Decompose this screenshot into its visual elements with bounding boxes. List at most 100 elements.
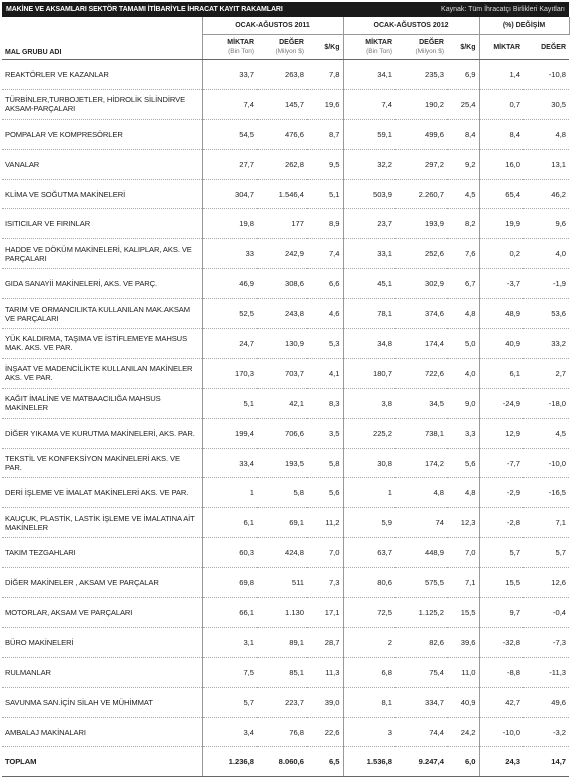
cell: 8,9 [307,208,344,240]
cell: 17,1 [307,597,344,628]
column-header-row: MİKTAR (Bin Ton) DEĞER (Milyon $) $/Kg MİKTAR… [2,34,570,60]
cell: 9,5 [307,149,344,180]
cell: 4,8 [447,477,480,509]
column-header: MİKTAR (Bin Ton) [201,34,257,60]
column-header: DEĞER [523,34,570,60]
cell: 75,4 [395,657,447,688]
cell: 54,5 [201,119,257,150]
cell: 448,9 [395,537,447,569]
cell: 9,0 [447,388,480,419]
cell: 33,1 [342,238,395,270]
column-label: DEĞER [541,43,567,51]
cell: 72,5 [342,597,395,628]
cell: 45,1 [342,268,395,300]
cell: 42,1 [257,388,307,419]
cell: 6,9 [447,59,480,90]
table-row: GIDA SANAYİİ MAKİNELERİ, AKS. VE PARÇ. 46… [2,268,570,300]
cell: 23,7 [342,208,395,240]
row-label: GIDA SANAYİİ MAKİNELERİ, AKS. VE PARÇ. [2,268,202,300]
cell: 1.130 [257,597,307,628]
total-cell: 14,7 [523,746,570,777]
row-label: SAVUNMA SAN.İÇİN SİLAH VE MÜHİMMAT [2,687,202,718]
cell: 7,4 [342,89,395,120]
row-label: KAĞIT İMALİNE VE MATBAACILIĞA MAHSUS MAK… [2,388,202,419]
cell: 13,1 [523,149,570,180]
cell: 4,8 [447,298,480,330]
row-label: AMBALAJ MAKİNALARI [2,717,202,748]
cell: 3 [342,717,395,748]
column-header: DEĞER (Milyon $) [395,34,447,60]
cell: 503,9 [342,179,395,210]
cell: 190,2 [395,89,447,120]
cell: -16,5 [523,477,570,509]
cell: 48,9 [479,298,524,330]
cell: 7,3 [307,567,344,599]
cell: 0,7 [479,89,524,120]
column-header: MİKTAR [479,34,524,60]
cell: 69,1 [257,507,307,539]
cell: 22,6 [307,717,344,748]
cell: 145,7 [257,89,307,120]
cell: 177 [257,208,307,240]
cell: 69,8 [201,567,257,599]
cell: 3,8 [342,388,395,419]
cell: 8,2 [447,208,480,240]
column-unit: (Bin Ton) [228,48,254,55]
cell: -32,8 [479,627,524,658]
cell: 49,6 [523,687,570,718]
total-cell: 6,5 [307,746,344,777]
cell: 39,6 [447,627,480,658]
cell: 738,1 [395,418,447,449]
row-label: HADDE VE DÖKÜM MAKİNELERİ, KALIPLAR, AKS… [2,238,202,270]
cell: 7,8 [307,59,344,90]
cell: 59,1 [342,119,395,150]
cell: 180,7 [342,358,395,389]
table-row: TÜRBİNLER,TURBOJETLER, HİDROLİK SİLİNDİR… [2,89,570,120]
cell: 7,0 [307,537,344,569]
cell: 39,0 [307,687,344,718]
cell: 7,1 [523,507,570,539]
cell: 3,4 [201,717,257,748]
table-row: BÜRO MAKİNELERİ 3,1 89,1 28,7 2 82,6 39,6 -32,8… [2,627,570,658]
cell: 4,0 [523,238,570,270]
cell: -10,0 [523,448,570,479]
column-header: MAL GRUBU ADI [2,17,202,60]
cell: 16,0 [479,149,524,180]
header-bar: MAKİNE VE AKSAMLARI SEKTÖR TAMAMI İTİBAR… [2,2,569,17]
cell: 11,2 [307,507,344,539]
table-row: TARIM VE ORMANCILIKTA KULLANILAN MAK.AKS… [2,298,570,330]
cell: 722,6 [395,358,447,389]
cell: 5,1 [201,388,257,419]
cell: 4,5 [523,418,570,449]
cell: 174,4 [395,328,447,359]
cell: 575,5 [395,567,447,599]
cell: 19,6 [307,89,344,120]
table-row: YÜK KALDIRMA, TAŞIMA VE İSTİFLEMEYE MAHS… [2,328,570,359]
cell: 262,8 [257,149,307,180]
cell: -24,9 [479,388,524,419]
cell: 297,2 [395,149,447,180]
cell: 242,9 [257,238,307,270]
cell: 24,2 [447,717,480,748]
row-label: ISITICILAR VE FIRINLAR [2,208,202,240]
cell: 52,5 [201,298,257,330]
cell: 12,9 [479,418,524,449]
cell: 7,6 [447,238,480,270]
cell: 76,8 [257,717,307,748]
cell: 263,8 [257,59,307,90]
cell: 304,7 [201,179,257,210]
column-unit: (Milyon $) [415,48,444,55]
cell: 5,7 [201,687,257,718]
column-label: DEĞER [419,39,444,46]
total-cell: 8.060,6 [257,746,307,777]
cell: 374,6 [395,298,447,330]
cell: 19,8 [201,208,257,240]
row-label: DERİ İŞLEME VE İMALAT MAKİNELERİ AKS. VE… [2,477,202,509]
column-unit: (Milyon $) [275,48,304,55]
table-row: DERİ İŞLEME VE İMALAT MAKİNELERİ AKS. VE… [2,477,570,509]
group-header-row: MAL GRUBU ADI OCAK-AĞUSTOS 2011 OCAK-AĞUST… [2,17,570,60]
cell: 7,1 [447,567,480,599]
cell: 3,1 [201,627,257,658]
